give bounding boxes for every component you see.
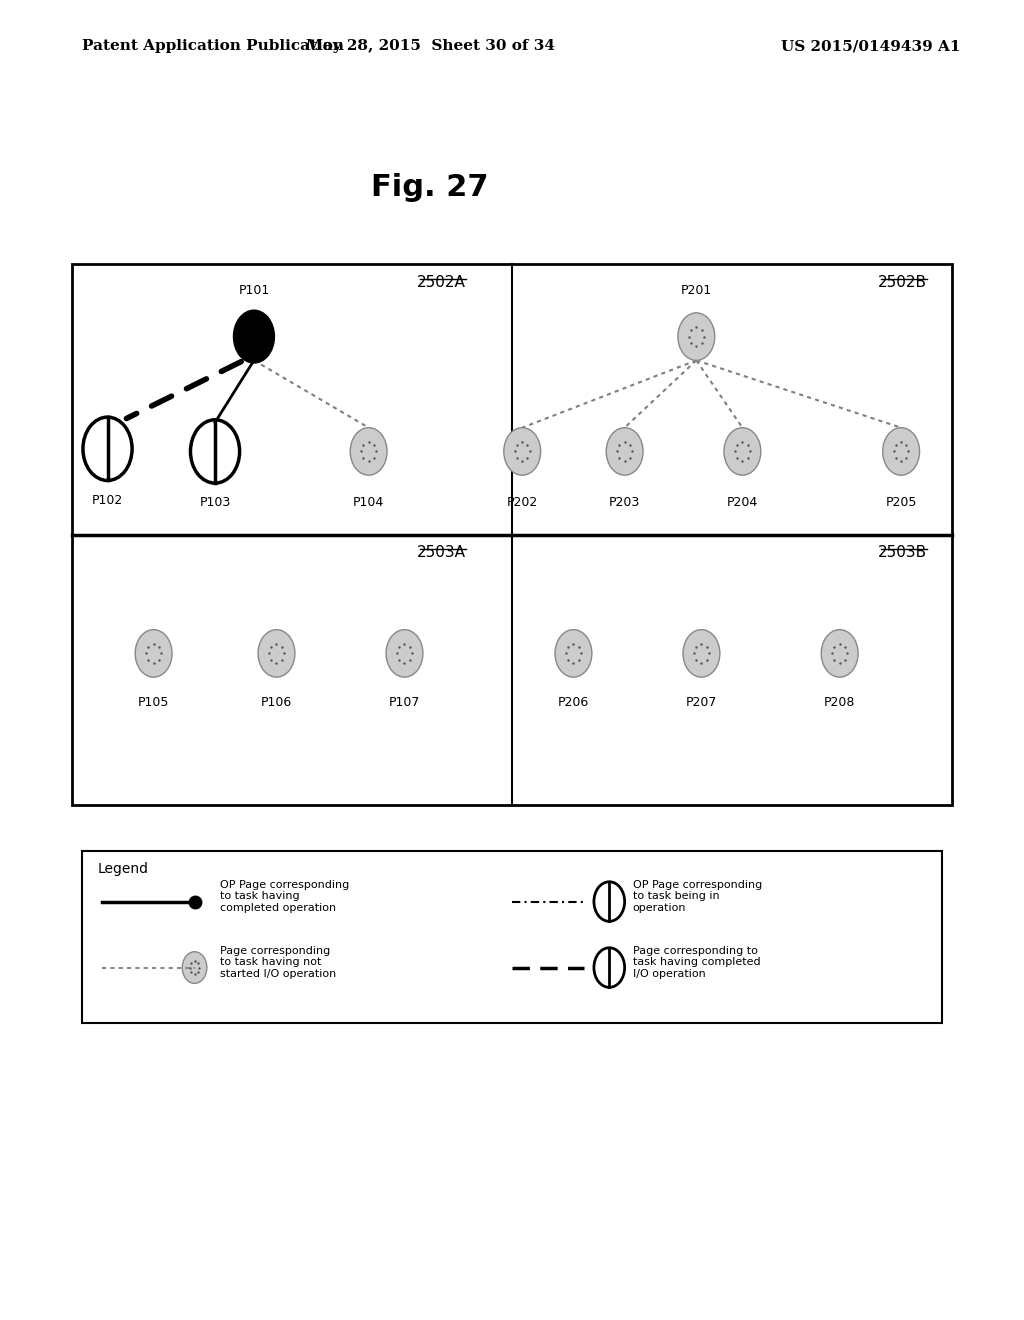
Text: P202: P202 — [507, 496, 538, 510]
Circle shape — [233, 310, 274, 363]
Circle shape — [683, 630, 720, 677]
FancyBboxPatch shape — [82, 851, 942, 1023]
Circle shape — [504, 428, 541, 475]
FancyBboxPatch shape — [72, 264, 952, 805]
Text: P203: P203 — [609, 496, 640, 510]
Text: P102: P102 — [92, 494, 123, 507]
Text: 2503A: 2503A — [417, 545, 466, 560]
Text: Page corresponding
to task having not
started I/O operation: Page corresponding to task having not st… — [220, 945, 337, 979]
Circle shape — [350, 428, 387, 475]
Circle shape — [135, 630, 172, 677]
Text: P103: P103 — [200, 496, 230, 510]
Text: P201: P201 — [681, 284, 712, 297]
Circle shape — [821, 630, 858, 677]
Circle shape — [555, 630, 592, 677]
Text: P208: P208 — [824, 696, 855, 709]
Circle shape — [386, 630, 423, 677]
Text: 2503B: 2503B — [878, 545, 927, 560]
Text: May 28, 2015  Sheet 30 of 34: May 28, 2015 Sheet 30 of 34 — [305, 40, 555, 53]
Text: Page corresponding to
task having completed
I/O operation: Page corresponding to task having comple… — [633, 945, 761, 979]
Text: 2502A: 2502A — [417, 275, 466, 289]
Text: Legend: Legend — [97, 862, 148, 876]
Text: P204: P204 — [727, 496, 758, 510]
Text: P104: P104 — [353, 496, 384, 510]
Circle shape — [258, 630, 295, 677]
Text: P205: P205 — [886, 496, 916, 510]
Circle shape — [182, 952, 207, 983]
Text: P105: P105 — [138, 696, 169, 709]
Text: OP Page corresponding
to task being in
operation: OP Page corresponding to task being in o… — [633, 879, 762, 913]
Text: P106: P106 — [261, 696, 292, 709]
Text: US 2015/0149439 A1: US 2015/0149439 A1 — [780, 40, 961, 53]
Text: Patent Application Publication: Patent Application Publication — [82, 40, 344, 53]
Text: OP Page corresponding
to task having
completed operation: OP Page corresponding to task having com… — [220, 879, 349, 913]
Text: P107: P107 — [389, 696, 420, 709]
Circle shape — [678, 313, 715, 360]
Circle shape — [724, 428, 761, 475]
Text: Fig. 27: Fig. 27 — [372, 173, 488, 202]
Circle shape — [606, 428, 643, 475]
Text: P207: P207 — [686, 696, 717, 709]
Text: P101: P101 — [239, 284, 269, 297]
Text: 2502B: 2502B — [878, 275, 927, 289]
Text: P206: P206 — [558, 696, 589, 709]
Circle shape — [883, 428, 920, 475]
